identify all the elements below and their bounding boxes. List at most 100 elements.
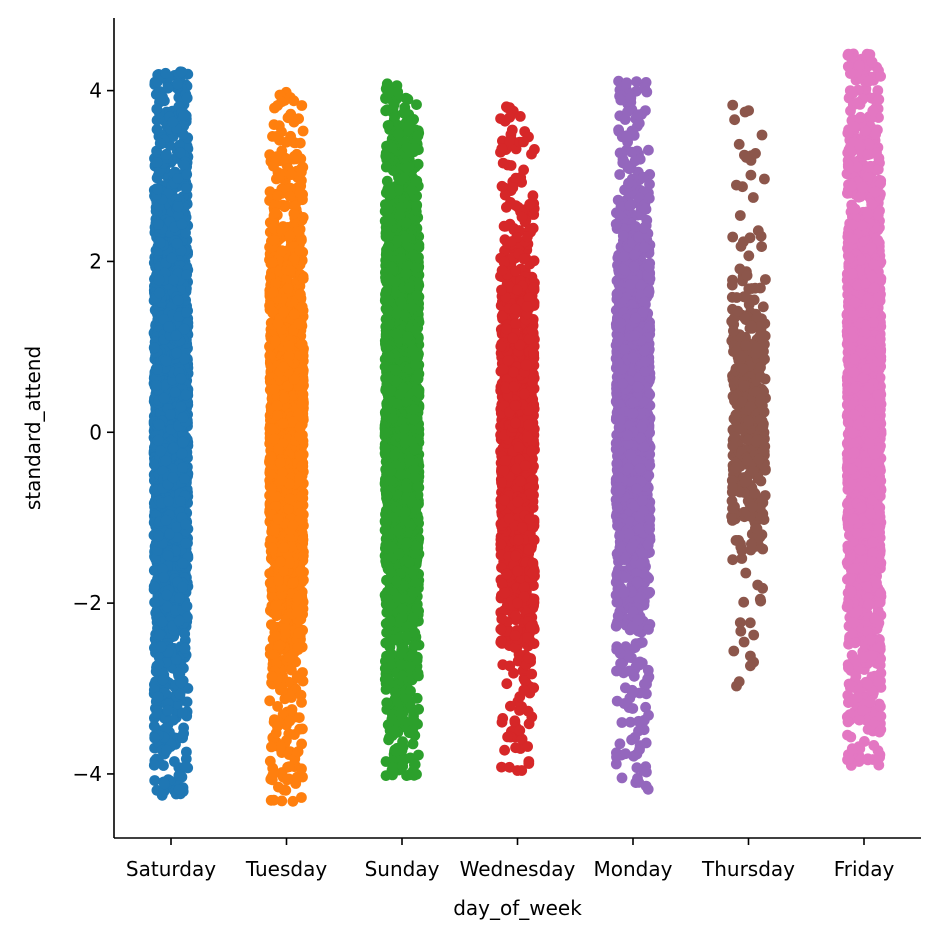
data-point (154, 137, 166, 149)
data-point (281, 136, 292, 148)
data-point (284, 761, 295, 773)
data-point (295, 450, 306, 462)
data-point (294, 187, 306, 199)
data-point (176, 448, 188, 459)
data-point (269, 383, 280, 395)
data-point (281, 774, 293, 786)
data-point (294, 422, 306, 433)
data-point (271, 151, 282, 163)
data-point (297, 534, 309, 546)
data-point (268, 160, 279, 172)
data-point (267, 257, 278, 268)
data-point (153, 530, 164, 542)
data-point (278, 306, 290, 318)
data-point (163, 321, 175, 333)
data-point (162, 704, 174, 716)
data-point (149, 596, 161, 608)
series-tuesday (264, 86, 309, 807)
data-point (152, 434, 164, 446)
data-point (288, 153, 299, 165)
data-point (158, 392, 170, 404)
data-point (274, 172, 285, 184)
data-point (264, 468, 276, 480)
data-point (295, 565, 306, 577)
data-point (287, 577, 299, 589)
data-point (151, 103, 163, 115)
data-point (296, 398, 307, 410)
data-point (294, 472, 305, 484)
data-point (169, 387, 181, 398)
data-point (155, 445, 167, 457)
data-point (155, 237, 167, 249)
data-point (264, 755, 276, 767)
data-point (296, 763, 307, 775)
data-point (273, 575, 284, 587)
data-point (156, 616, 168, 628)
data-point (296, 166, 307, 178)
data-point (153, 287, 165, 299)
data-point (167, 116, 179, 128)
data-point (287, 520, 299, 531)
data-point (177, 411, 189, 423)
data-point (158, 760, 169, 771)
data-point (152, 364, 163, 375)
series-sunday (379, 78, 425, 781)
data-point (292, 746, 304, 757)
data-point (180, 183, 192, 194)
data-point (294, 289, 306, 301)
data-point (181, 746, 192, 758)
data-point (154, 629, 166, 641)
data-point (284, 191, 296, 202)
data-point (293, 318, 305, 330)
data-point (160, 723, 171, 734)
data-point (168, 274, 179, 286)
data-point (162, 82, 174, 94)
data-point (160, 355, 172, 367)
data-point (267, 769, 279, 780)
data-point (176, 218, 188, 230)
data-point (294, 723, 305, 735)
data-point (286, 664, 297, 676)
data-point (149, 459, 160, 470)
data-point (284, 493, 296, 505)
data-point (272, 190, 284, 202)
data-point (296, 338, 308, 350)
data-point (149, 732, 161, 744)
data-point (153, 658, 165, 670)
data-point (165, 409, 176, 420)
data-point (160, 514, 172, 526)
data-point (268, 234, 280, 246)
data-point (284, 265, 296, 276)
data-point (170, 330, 182, 341)
data-point (292, 592, 303, 604)
data-point (178, 728, 190, 739)
data-point (160, 455, 172, 467)
data-point (284, 557, 295, 569)
data-point (296, 100, 308, 111)
data-point (161, 589, 173, 601)
data-point (293, 113, 304, 125)
data-point (293, 627, 304, 639)
data-point (179, 761, 191, 773)
data-point (266, 741, 277, 753)
data-point (155, 93, 166, 105)
data-point (275, 556, 286, 568)
data-point (294, 245, 306, 256)
data-point (167, 472, 179, 484)
data-point (173, 615, 185, 627)
data-point (272, 100, 283, 111)
data-point (270, 600, 282, 612)
data-point (157, 674, 169, 686)
data-point (277, 418, 289, 429)
data-point (267, 286, 279, 298)
data-point (151, 380, 162, 391)
data-point (284, 715, 296, 727)
data-point (272, 721, 283, 732)
data-point (278, 542, 290, 553)
data-point (174, 592, 185, 604)
data-point (148, 581, 160, 592)
data-point (272, 318, 284, 329)
data-point (175, 401, 187, 413)
data-points-layer (148, 48, 887, 807)
